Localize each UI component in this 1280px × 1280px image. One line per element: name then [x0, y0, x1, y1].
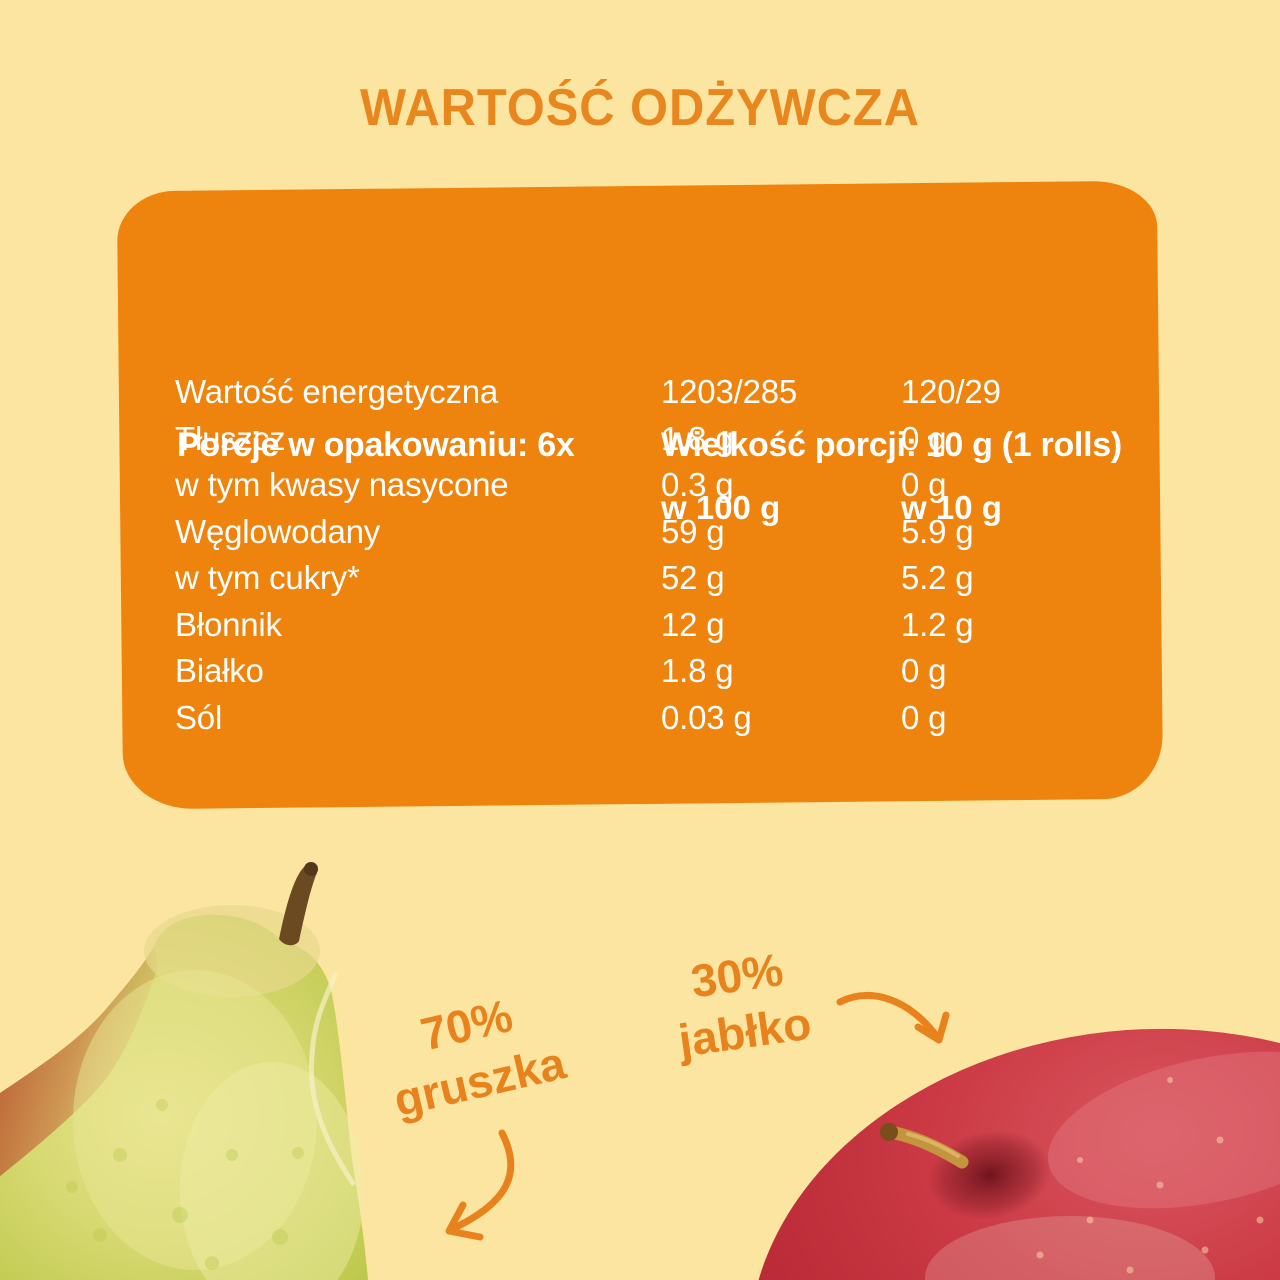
row-label: Węglowodany [175, 512, 381, 550]
serving-size: Wielkość porcji: 10 g (1 rolls) [661, 426, 1122, 464]
row-label: w tym cukry* [175, 559, 360, 596]
row-value-per-100g: 0.03 g [661, 698, 752, 736]
row-value-per-10g: 0 g [901, 466, 947, 503]
row-label: Tłuszcz [175, 419, 286, 457]
row-label: Sól [175, 698, 223, 736]
table-row: w tym cukry* 52 g 5.2 g [120, 555, 1160, 602]
column-header-per-100g: w 100 g [661, 489, 781, 526]
row-value-per-10g: 1.2 g [901, 605, 974, 643]
row-label: Błonnik [175, 605, 282, 643]
row-label: w tym kwasy nasycone [175, 466, 509, 503]
page-title: WARTOŚĆ ODŻYWCZA [360, 79, 920, 137]
pear-photo [0, 862, 368, 1280]
row-value-per-100g: 1.8 g [661, 419, 734, 457]
row-value-per-100g: 52 g [661, 559, 725, 596]
row-value-per-10g: 5.9 g [901, 512, 974, 550]
apple-composition-label: 30% jabłko [614, 931, 868, 1077]
row-value-per-10g: 0 g [901, 698, 947, 736]
table-row: Tłuszcz 1.8 g 0 g [120, 416, 1160, 463]
row-value-per-10g: 120/29 [901, 373, 1001, 410]
nutrition-facts-panel: Porcje w opakowaniu: 6x Wielkość porcji:… [116, 180, 1164, 810]
row-value-per-100g: 1.8 g [661, 652, 734, 689]
nutrition-table: Wartość energetyczna 1203/285 120/29 Tłu… [120, 369, 1160, 741]
apple-photo [748, 1028, 1280, 1280]
row-value-per-10g: 0 g [901, 419, 947, 457]
row-label: Białko [175, 652, 264, 689]
row-value-per-100g: 1203/285 [661, 373, 798, 410]
table-row: Sól 0.03 g 0 g [120, 695, 1160, 742]
table-row: Białko 1.8 g 0 g [120, 648, 1160, 695]
row-value-per-100g: 0.3 g [661, 466, 734, 503]
table-row: Wartość energetyczna 1203/285 120/29 [120, 369, 1160, 416]
row-value-per-10g: 5.2 g [901, 559, 974, 596]
pear-composition-label: 70% gruszka [343, 969, 603, 1136]
row-value-per-100g: 59 g [661, 512, 725, 550]
table-row: Węglowodany 59 g 5.9 g [120, 509, 1160, 556]
column-header-per-10g: w 10 g [901, 489, 1002, 526]
row-label: Wartość energetyczna [175, 373, 499, 410]
table-row: Błonnik 12 g 1.2 g [120, 602, 1160, 649]
curved-arrow-to-pear-icon [445, 1129, 515, 1241]
servings-per-pack: Porcje w opakowaniu: 6x [177, 426, 575, 464]
row-value-per-10g: 0 g [901, 652, 947, 689]
row-value-per-100g: 12 g [661, 605, 725, 643]
table-row: w tym kwasy nasycone 0.3 g 0 g [120, 462, 1160, 509]
